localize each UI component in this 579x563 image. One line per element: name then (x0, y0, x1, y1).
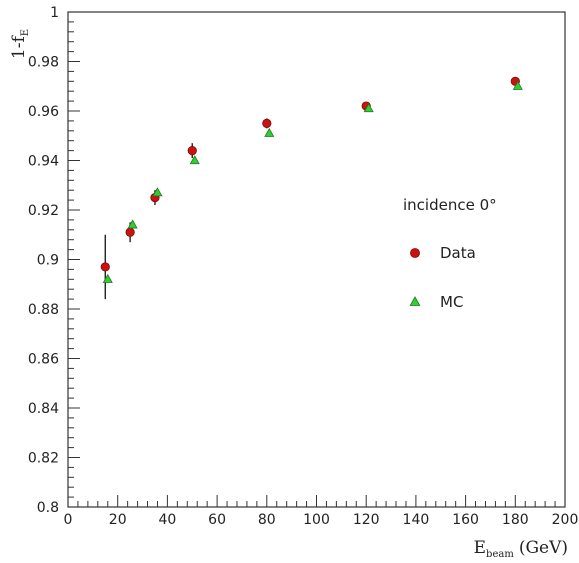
y-tick-label: 0.96 (28, 104, 59, 120)
mc-point (152, 187, 163, 197)
series-data (100, 76, 520, 300)
x-tick-label: 120 (353, 512, 380, 528)
y-tick-label: 0.9 (37, 253, 59, 269)
legend: incidence 0° Data MC (403, 196, 497, 311)
legend-label: Data (440, 244, 476, 262)
x-tick-label: 60 (208, 512, 226, 528)
y-tick-label: 0.98 (28, 55, 59, 71)
mc-point (127, 219, 138, 229)
mc-point (264, 127, 275, 137)
mc-point (363, 103, 374, 113)
y-tick-label: 0.92 (28, 203, 59, 219)
y-axis-ticks: 0.8 0.82 0.84 0.86 0.88 0.9 0.92 0.94 0.96 0.98 1 (28, 5, 80, 516)
x-tick-label: 20 (109, 512, 127, 528)
legend-marker-triangle (409, 296, 421, 306)
x-tick-label: 100 (303, 512, 330, 528)
series-mc (102, 80, 523, 283)
legend-item-mc: MC (409, 293, 463, 311)
plot-frame (67, 11, 566, 508)
x-tick-label: 160 (452, 512, 479, 528)
x-tick-label: 200 (552, 512, 579, 528)
y-tick-label: 0.88 (28, 302, 59, 318)
y-tick-label: 0.82 (28, 451, 59, 467)
y-tick-label: 0.86 (28, 352, 59, 368)
mc-point (102, 273, 113, 283)
legend-title: incidence 0° (403, 196, 497, 214)
y-tick-label: 1 (50, 5, 59, 21)
x-axis-title: Ebeam (GeV) (474, 538, 568, 560)
legend-label: MC (440, 293, 463, 311)
data-point (100, 262, 110, 272)
x-tick-label: 80 (258, 512, 276, 528)
mc-point (189, 155, 200, 165)
plot-border (67, 11, 566, 508)
x-tick-label: 140 (403, 512, 430, 528)
data-point (262, 118, 272, 128)
data-point (125, 227, 135, 237)
legend-marker-circle (410, 248, 420, 258)
legend-items: Data MC (409, 244, 476, 311)
y-tick-label: 0.8 (37, 500, 59, 516)
data-point (187, 146, 197, 156)
data-marks (100, 76, 523, 300)
x-tick-label: 40 (158, 512, 176, 528)
y-tick-label: 0.84 (28, 401, 59, 417)
mc-point (512, 80, 523, 90)
y-axis-title: 1-fE (9, 29, 31, 59)
x-tick-label: 0 (64, 512, 73, 528)
legend-item-data: Data (410, 244, 476, 262)
x-tick-label: 180 (502, 512, 529, 528)
x-axis-ticks: 0 20 40 60 80 100 120 140 160 180 200 (64, 495, 579, 528)
y-tick-label: 0.94 (28, 154, 59, 170)
